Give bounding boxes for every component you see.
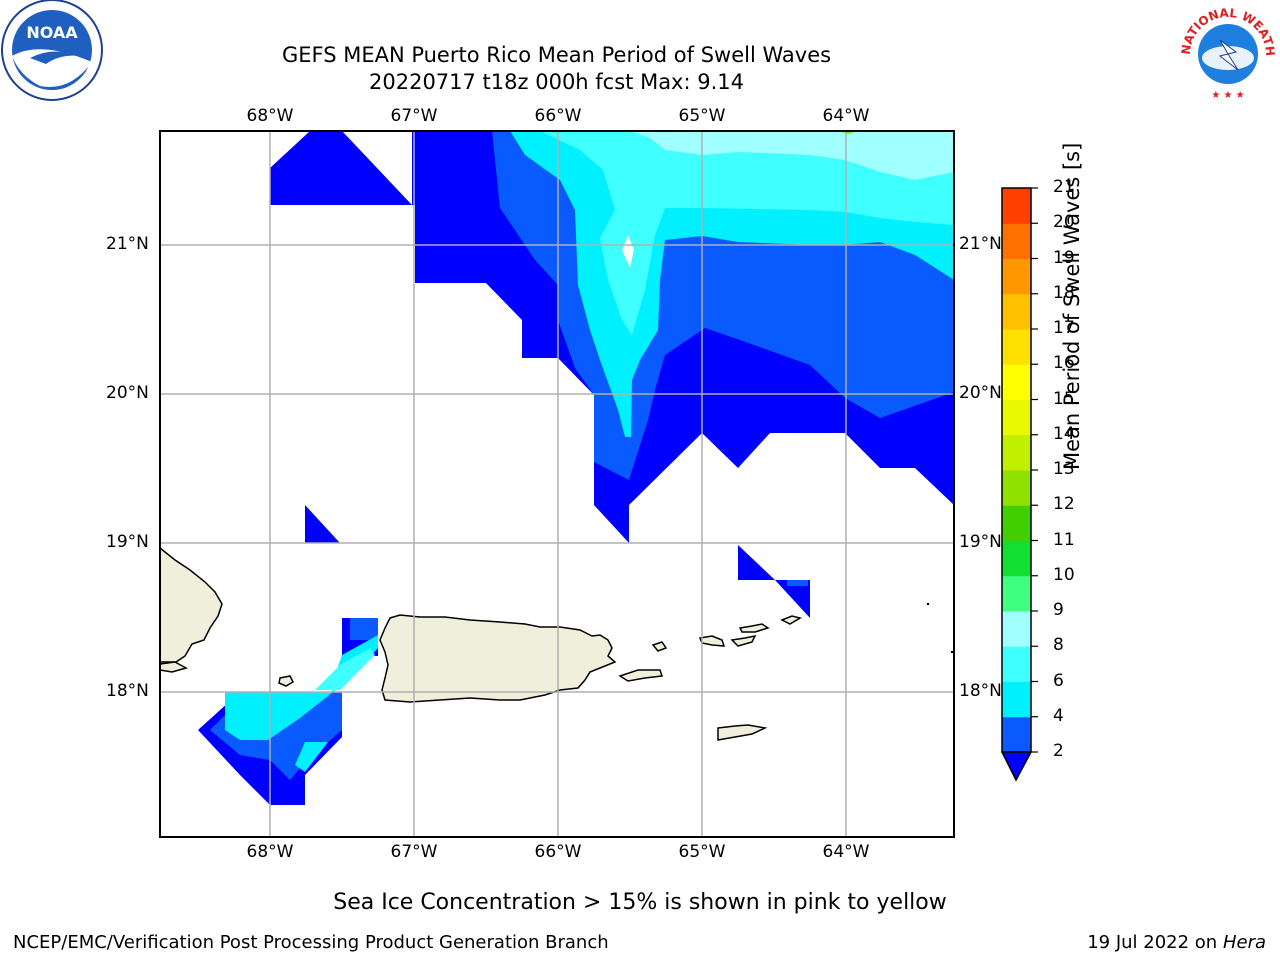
colorbar-segment bbox=[1002, 258, 1031, 295]
colorbar-segment bbox=[1002, 575, 1031, 612]
lat-label-left-19n: 19°N bbox=[106, 532, 149, 552]
colorbar-segment bbox=[1002, 399, 1031, 436]
colorbar-title: Mean Period of Swell Waves [s] bbox=[1060, 142, 1084, 470]
swell-region-8-9 bbox=[630, 131, 954, 180]
noaa-logo: NOAA bbox=[0, 0, 104, 104]
colorbar-tick-label: 9 bbox=[1053, 600, 1064, 620]
lat-label-right-20n: 20°N bbox=[959, 383, 1002, 403]
date-stamp: 19 Jul 2022 on Hera bbox=[1087, 932, 1266, 953]
colorbar-segment bbox=[1002, 223, 1031, 259]
colorbar-segment bbox=[1002, 188, 1031, 224]
lon-label-bottom-65w: 65°W bbox=[678, 842, 726, 862]
colorbar-tick-label: 19 bbox=[1053, 247, 1075, 268]
colorbar-segment bbox=[1002, 681, 1031, 718]
nws-logo: NATIONAL WEATHER SERVICE ★ ★ ★ bbox=[1171, 0, 1280, 104]
lon-label-top-68w: 68°W bbox=[246, 106, 294, 126]
colorbar-segment bbox=[1002, 716, 1031, 753]
colorbar-segment bbox=[1002, 505, 1031, 541]
chart-subtitle: 20220717 t18z 000h fcst Max: 9.14 bbox=[369, 70, 744, 94]
colorbar-tick-label: 16 bbox=[1053, 353, 1075, 374]
colorbar-tick-label: 4 bbox=[1053, 705, 1064, 726]
colorbar-under-arrow bbox=[1000, 751, 1033, 782]
colorbar-tick-label: 2 bbox=[1053, 741, 1064, 761]
svg-text:NOAA: NOAA bbox=[26, 23, 78, 42]
colorbar-tick-label: 13 bbox=[1053, 459, 1075, 479]
lon-label-top-66w: 66°W bbox=[534, 106, 582, 126]
svg-text:★ ★ ★: ★ ★ ★ bbox=[1211, 90, 1244, 101]
lat-label-right-18n: 18°N bbox=[959, 681, 1002, 701]
sea-ice-note: Sea Ice Concentration > 15% is shown in … bbox=[333, 890, 947, 915]
colorbar-tick-label: 18 bbox=[1053, 282, 1075, 303]
swell-region-6-8 bbox=[315, 131, 954, 690]
lon-label-bottom-66w: 66°W bbox=[534, 842, 582, 862]
lon-label-bottom-67w: 67°W bbox=[390, 842, 438, 862]
chart-title: GEFS MEAN Puerto Rico Mean Period of Swe… bbox=[281, 43, 832, 67]
lon-label-top-67w: 67°W bbox=[390, 106, 438, 126]
credit-text: NCEP/EMC/Verification Post Processing Pr… bbox=[13, 932, 609, 953]
colorbar-tick-label: 11 bbox=[1053, 529, 1075, 550]
map-frame bbox=[159, 130, 955, 838]
colorbar-tick-label: 15 bbox=[1053, 388, 1075, 409]
lon-label-bottom-64w: 64°W bbox=[822, 842, 870, 862]
colorbar-segment bbox=[1002, 540, 1031, 577]
host-name: Hera bbox=[1222, 932, 1266, 953]
lon-label-bottom-68w: 68°W bbox=[246, 842, 294, 862]
date-text: 19 Jul 2022 on bbox=[1087, 932, 1223, 953]
lat-label-left-21n: 21°N bbox=[106, 234, 149, 254]
colorbar-tick-label: 6 bbox=[1053, 670, 1064, 691]
colorbar-segment bbox=[1002, 470, 1031, 506]
lat-label-left-20n: 20°N bbox=[106, 383, 149, 403]
colorbar-tick-label: 14 bbox=[1053, 423, 1075, 444]
colorbar-segment bbox=[1002, 646, 1031, 682]
lat-label-right-21n: 21°N bbox=[959, 234, 1002, 254]
colorbar-tick-label: 10 bbox=[1053, 564, 1075, 585]
colorbar-tick-label: 20 bbox=[1053, 212, 1075, 233]
colorbar-segment bbox=[1002, 434, 1031, 471]
colorbar-tick-label: 21 bbox=[1053, 177, 1075, 197]
colorbar-tick-label: 12 bbox=[1053, 494, 1075, 515]
colorbar-segment bbox=[1002, 293, 1031, 330]
colorbar-segment bbox=[1002, 364, 1031, 400]
lon-label-top-65w: 65°W bbox=[678, 106, 726, 126]
lat-label-right-19n: 19°N bbox=[959, 532, 1002, 552]
colorbar-tick-label: 8 bbox=[1053, 635, 1064, 656]
colorbar-segment bbox=[1002, 329, 1031, 365]
land-areas bbox=[160, 547, 802, 741]
colorbar-segment bbox=[1002, 611, 1031, 647]
lon-label-top-64w: 64°W bbox=[822, 106, 870, 126]
colorbar-tick-label: 17 bbox=[1053, 318, 1075, 338]
lat-label-left-18n: 18°N bbox=[106, 681, 149, 701]
colorbar bbox=[1000, 187, 1038, 782]
map-gridlines bbox=[160, 131, 954, 837]
